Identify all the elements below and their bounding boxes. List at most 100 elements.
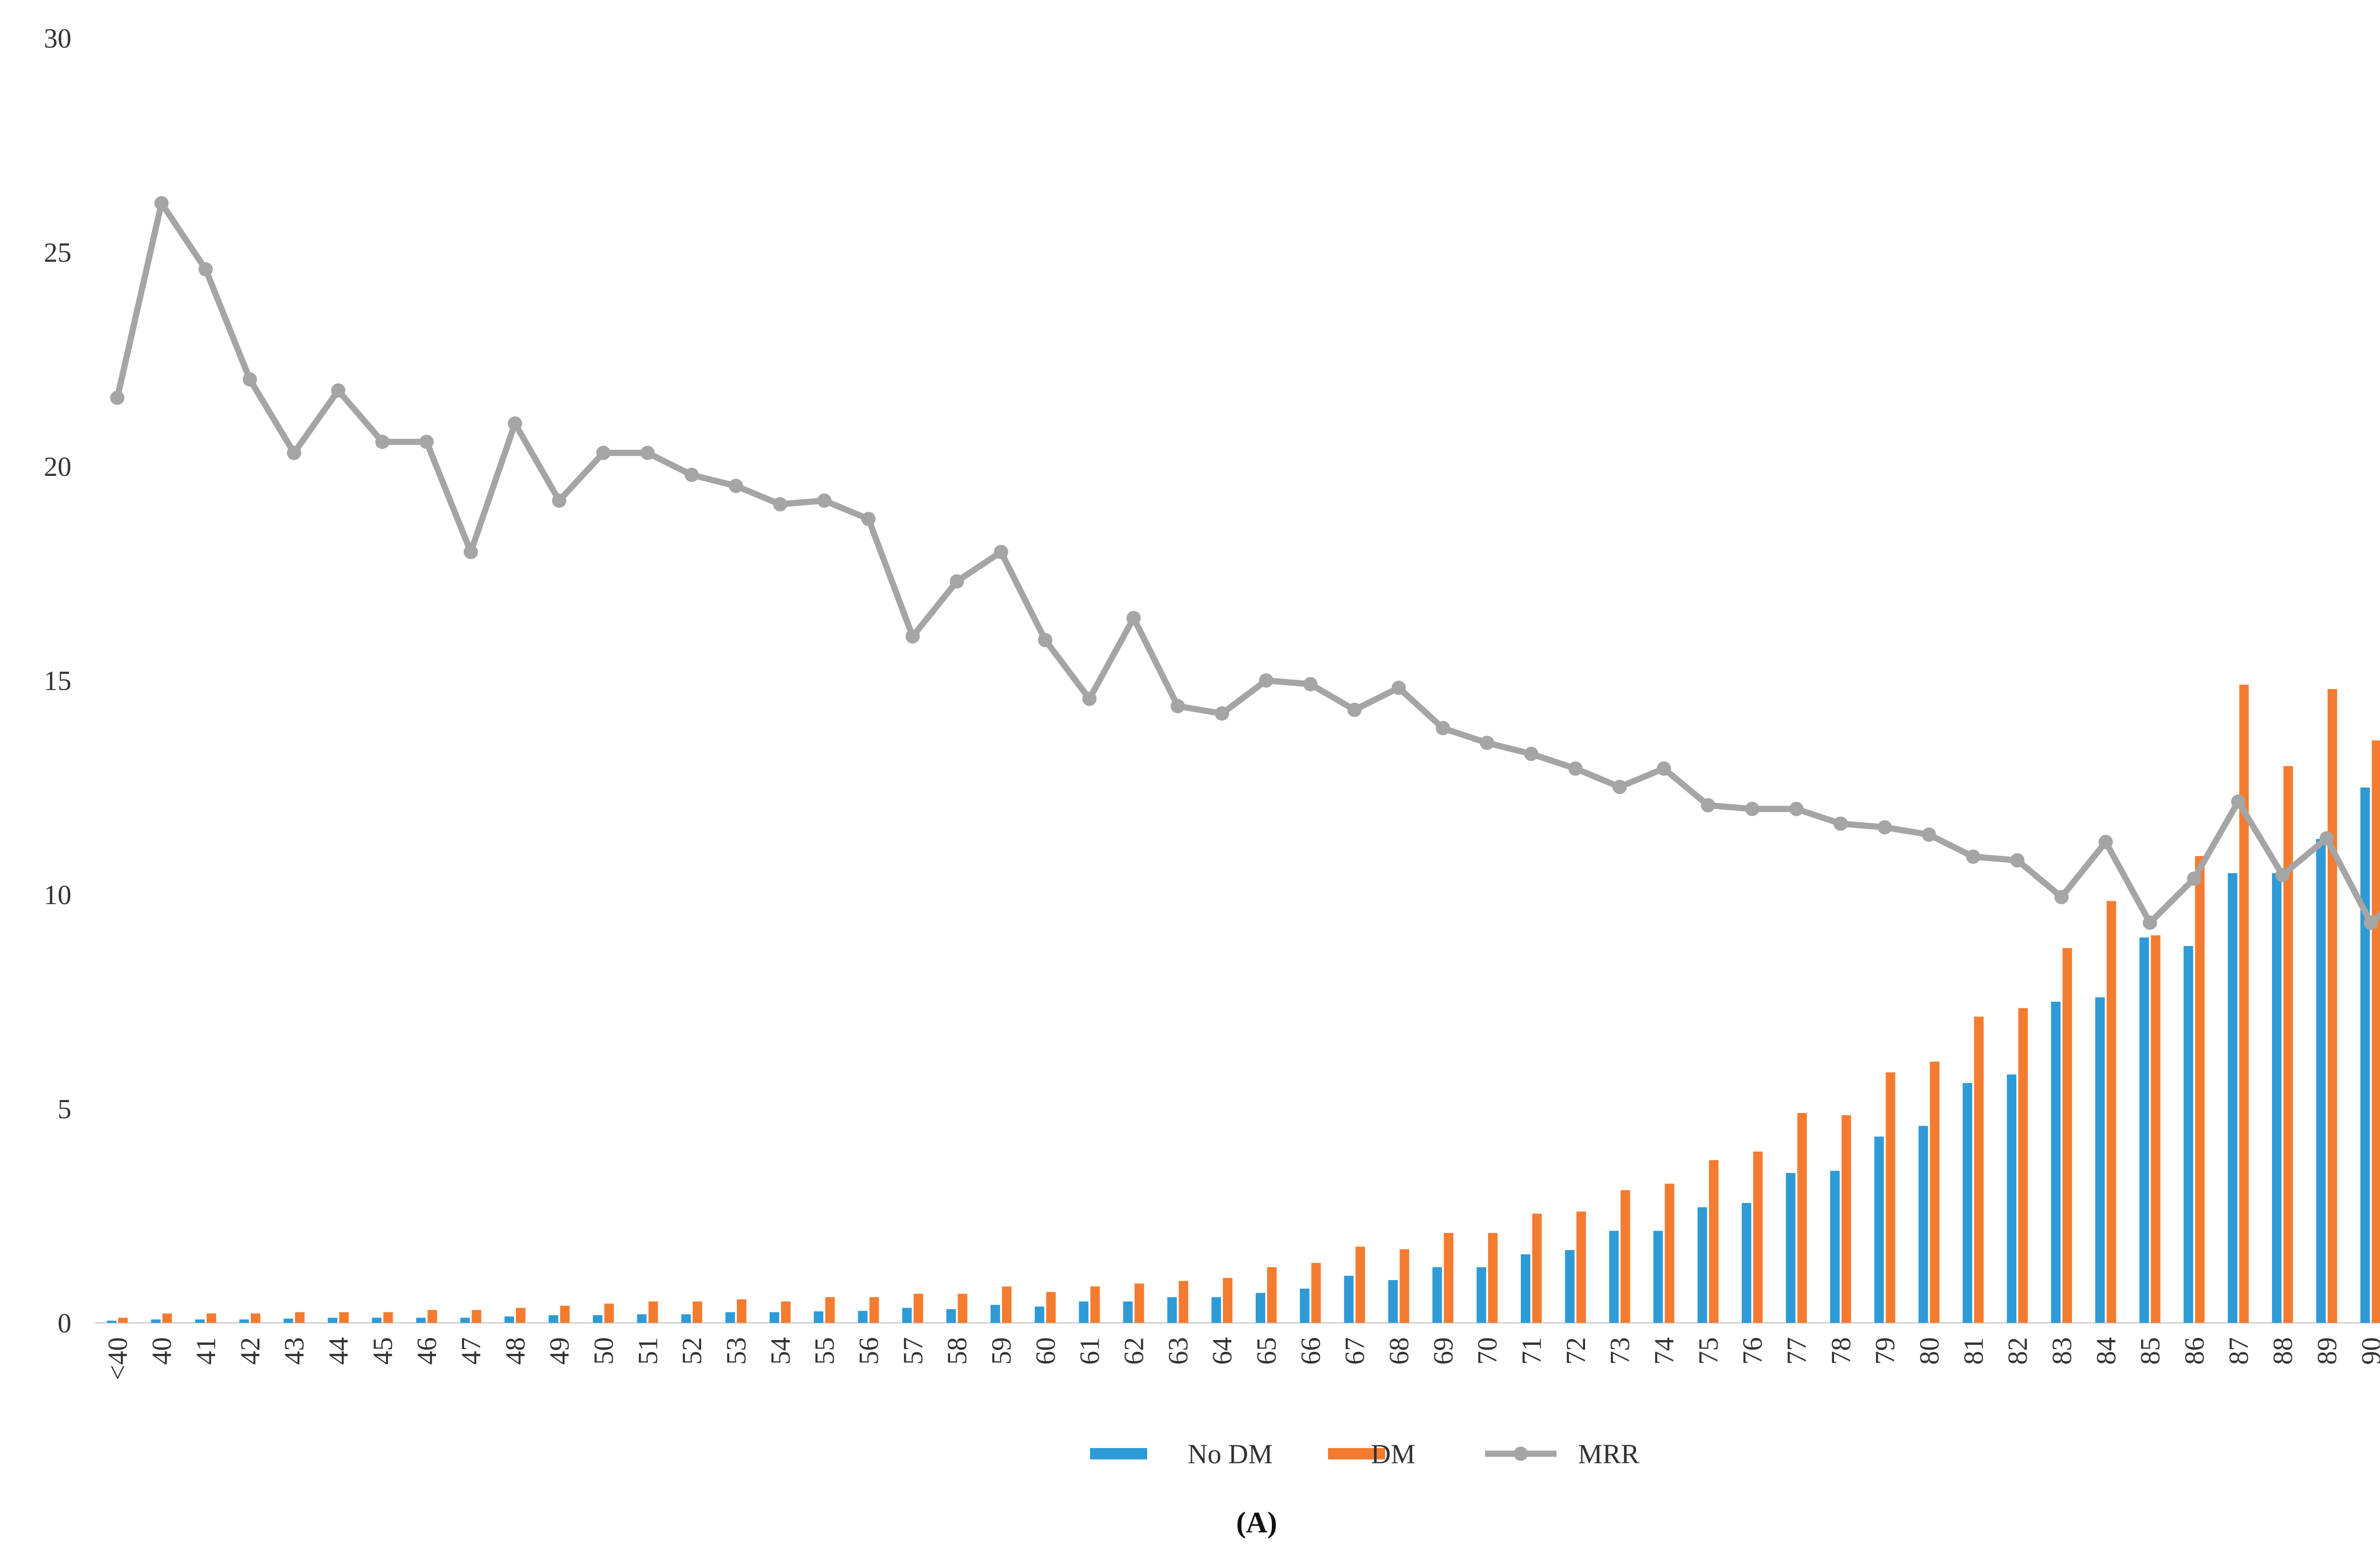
no-dm-bar — [681, 1314, 691, 1323]
dm-bar — [1532, 1213, 1542, 1323]
x-tick-label: 54 — [765, 1337, 796, 1365]
mrr-point — [1789, 802, 1804, 816]
figure-caption: (A) — [1236, 1507, 1277, 1539]
dm-bar — [1841, 1115, 1851, 1323]
dm-bar — [2239, 685, 2249, 1323]
mrr-point — [1524, 747, 1538, 761]
left-y-tick-label: 0 — [58, 1308, 71, 1339]
mrr-point — [1303, 677, 1318, 691]
left-y-axis: 0 5 10 15 20 25 30 — [44, 23, 71, 1339]
x-tick-label: 64 — [1207, 1337, 1238, 1365]
mrr-point — [331, 383, 346, 398]
mrr-point — [1612, 779, 1627, 794]
x-tick-label: 44 — [323, 1337, 354, 1365]
no-dm-bar — [548, 1315, 558, 1323]
dm-bar — [1179, 1281, 1189, 1323]
x-tick-label: 62 — [1119, 1337, 1150, 1365]
dm-bar — [2018, 1008, 2028, 1323]
no-dm-bar — [593, 1315, 603, 1323]
x-tick-label: 48 — [500, 1337, 531, 1365]
mrr-line — [114, 200, 2380, 926]
dm-bar — [560, 1306, 570, 1323]
mrr-point — [905, 629, 920, 644]
x-tick-label: 58 — [942, 1337, 972, 1365]
dm-bar — [2151, 935, 2161, 1323]
mrr-point — [950, 574, 964, 589]
no-dm-bar — [946, 1309, 956, 1323]
dm-bar — [1488, 1233, 1498, 1323]
mrr-point — [2363, 916, 2378, 930]
mrr-point — [242, 372, 257, 387]
no-dm-bar — [2095, 997, 2105, 1323]
no-dm-bar — [1079, 1301, 1089, 1323]
no-dm-bar — [1609, 1231, 1619, 1323]
mrr-point — [1347, 702, 1362, 717]
no-dm-bar — [1344, 1276, 1354, 1323]
x-tick-label: 46 — [411, 1337, 442, 1365]
no-dm-bar — [1520, 1254, 1530, 1323]
mrr-point — [1877, 820, 1892, 835]
mrr-point — [994, 545, 1009, 559]
no-dm-bar — [504, 1316, 514, 1323]
no-dm-bar — [107, 1320, 117, 1323]
mrr-point — [552, 493, 566, 508]
legend-swatch — [1328, 1448, 1385, 1459]
dm-bar — [958, 1293, 968, 1323]
x-tick-label: 40 — [146, 1337, 177, 1365]
mrr-point — [154, 196, 169, 211]
dm-bar — [869, 1297, 879, 1323]
x-tick-label: 67 — [1339, 1337, 1370, 1365]
mrr-point — [2187, 871, 2202, 886]
x-tick-label: 84 — [2091, 1337, 2122, 1365]
dm-bar — [2106, 901, 2116, 1323]
no-dm-bar — [813, 1311, 823, 1323]
no-dm-bar — [1653, 1231, 1663, 1323]
mrr-point — [596, 445, 611, 460]
dm-bar — [472, 1310, 482, 1323]
dm-bar — [2283, 766, 2293, 1323]
dm-bar — [1002, 1286, 1012, 1323]
dm-bar — [516, 1308, 526, 1323]
x-tick-label: 78 — [1825, 1337, 1856, 1365]
mrr-point — [1745, 802, 1760, 816]
mrr-point — [2231, 794, 2246, 809]
x-tick-label: 60 — [1030, 1337, 1061, 1365]
no-dm-bar — [416, 1318, 426, 1323]
mrr-point — [507, 416, 522, 431]
x-tick-label: 45 — [367, 1337, 398, 1365]
mrr-point — [1480, 736, 1495, 750]
no-dm-bar — [2007, 1074, 2017, 1323]
no-dm-bar — [1299, 1289, 1309, 1323]
mrr-point — [2010, 853, 2025, 867]
mrr-point — [287, 445, 301, 460]
dm-bar — [2195, 856, 2205, 1323]
dm-bar — [781, 1301, 791, 1323]
mrr-point — [2142, 916, 2157, 930]
mrr-point — [419, 434, 434, 449]
dm-bar — [737, 1299, 747, 1323]
mrr-point — [110, 391, 125, 405]
legend-label: MRR — [1578, 1439, 1639, 1469]
no-dm-bar — [2228, 873, 2238, 1323]
x-tick-label: 79 — [1870, 1337, 1901, 1365]
x-tick-label: 86 — [2179, 1337, 2210, 1365]
x-tick-label: 42 — [235, 1337, 266, 1365]
x-tick-label: 49 — [544, 1337, 575, 1365]
mrr-point — [1568, 761, 1583, 776]
dm-bar — [693, 1301, 703, 1323]
x-tick-label: 55 — [809, 1337, 840, 1365]
no-dm-bar — [460, 1318, 470, 1323]
no-dm-bar — [239, 1319, 249, 1323]
legend-label: No DM — [1188, 1439, 1273, 1469]
x-tick-label: 68 — [1383, 1337, 1414, 1365]
no-dm-bar — [2139, 937, 2149, 1323]
no-dm-bar — [1742, 1203, 1752, 1323]
no-dm-bar — [725, 1312, 735, 1323]
x-tick-label: 61 — [1074, 1337, 1105, 1365]
no-dm-bar — [1565, 1250, 1575, 1323]
no-dm-bar — [283, 1319, 293, 1323]
dm-bar — [339, 1312, 349, 1323]
legend-label: DM — [1371, 1439, 1415, 1469]
mrr-point — [1656, 761, 1671, 776]
no-dm-bar — [1918, 1126, 1928, 1323]
